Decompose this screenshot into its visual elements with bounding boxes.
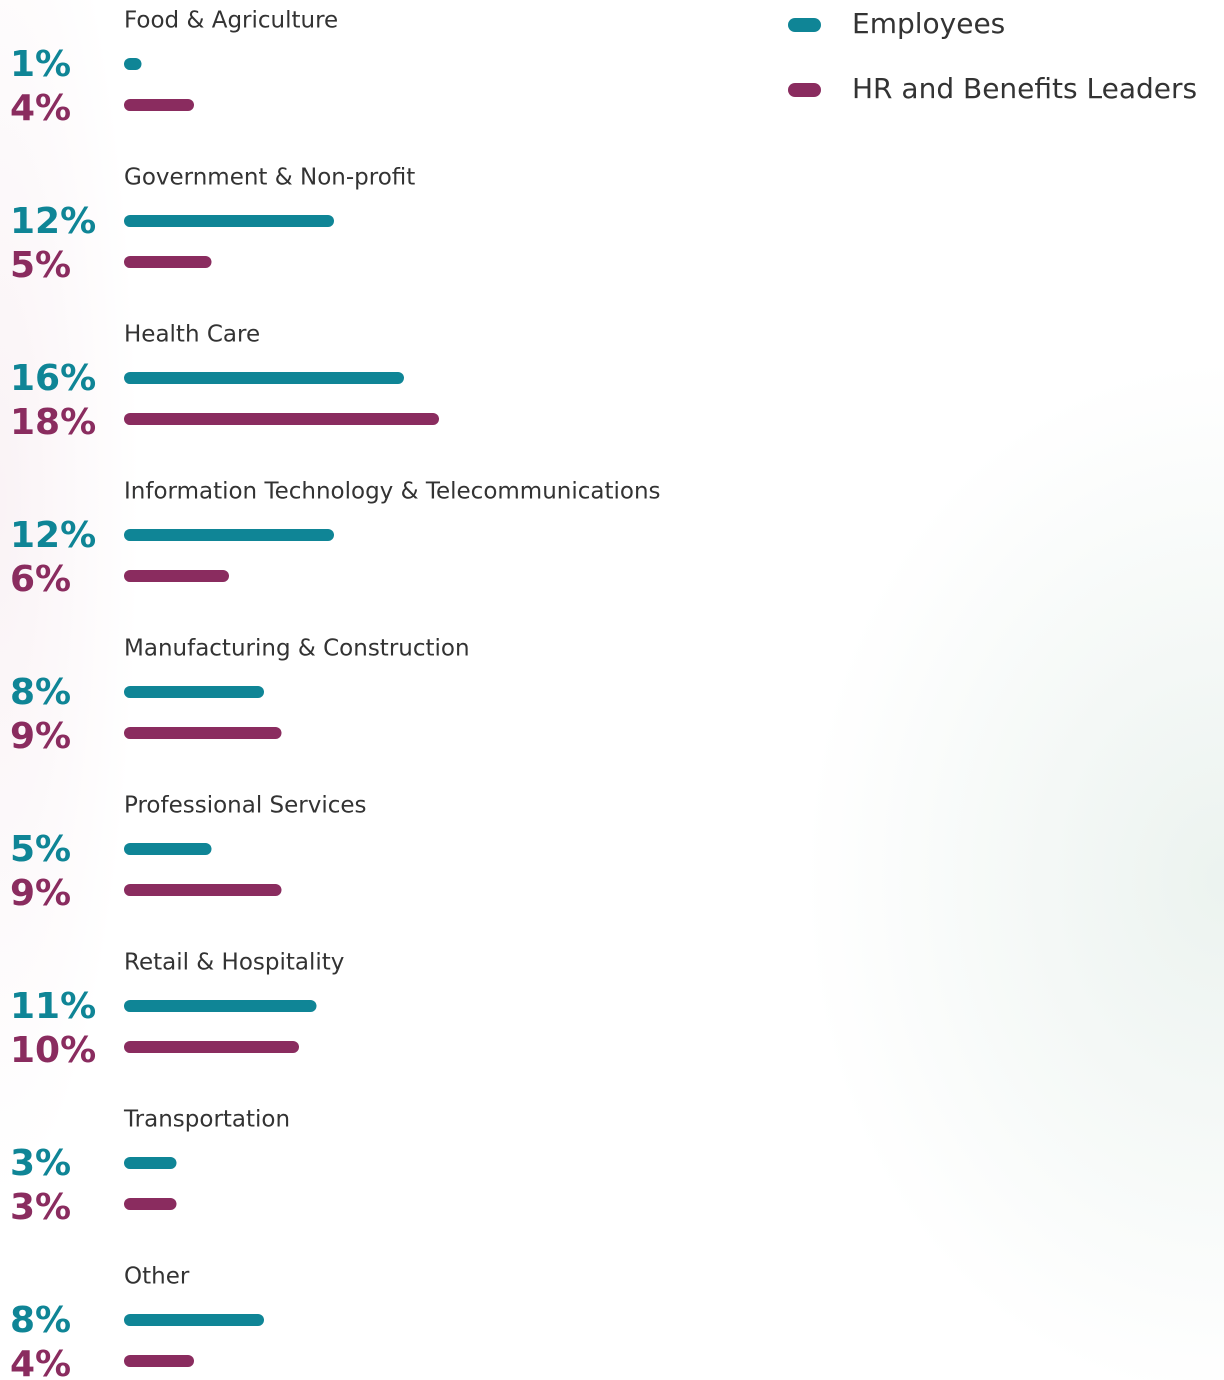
bar	[124, 1000, 317, 1012]
bar	[124, 843, 212, 855]
category-label: Information Technology & Telecommunicati…	[124, 479, 661, 505]
category-label: Other	[124, 1264, 190, 1290]
value-label: 9%	[10, 873, 71, 914]
bar	[124, 686, 264, 698]
bar	[124, 1041, 299, 1053]
bar	[124, 1198, 177, 1210]
bar	[124, 99, 194, 111]
legend-swatch	[788, 83, 821, 97]
value-label: 12%	[10, 201, 96, 242]
value-label: 1%	[10, 44, 71, 85]
category-label: Food & Agriculture	[124, 8, 338, 34]
bar	[124, 1355, 194, 1367]
value-label: 4%	[10, 88, 71, 129]
legend-label: Employees	[852, 7, 1005, 40]
value-label: 4%	[10, 1344, 71, 1380]
bar	[124, 529, 334, 541]
value-label: 8%	[10, 672, 71, 713]
value-label: 11%	[10, 986, 96, 1027]
value-label: 3%	[10, 1143, 71, 1184]
category-label: Government & Non-profit	[124, 165, 415, 191]
category-label: Retail & Hospitality	[124, 950, 344, 976]
value-label: 18%	[10, 402, 96, 443]
bar	[124, 413, 439, 425]
legend-label: HR and Benefits Leaders	[852, 72, 1197, 105]
legend-swatch	[788, 18, 821, 32]
value-label: 8%	[10, 1300, 71, 1341]
value-label: 10%	[10, 1030, 96, 1071]
bar	[124, 1157, 177, 1169]
value-label: 5%	[10, 245, 71, 286]
value-label: 9%	[10, 716, 71, 757]
bar	[124, 727, 282, 739]
category-label: Professional Services	[124, 793, 367, 819]
bar	[124, 58, 142, 70]
bar	[124, 256, 212, 268]
bar	[124, 884, 282, 896]
bar	[124, 1314, 264, 1326]
bar	[124, 570, 229, 582]
category-label: Manufacturing & Construction	[124, 636, 470, 662]
value-label: 12%	[10, 515, 96, 556]
value-label: 3%	[10, 1187, 71, 1228]
category-label: Transportation	[123, 1107, 290, 1133]
value-label: 5%	[10, 829, 71, 870]
value-label: 16%	[10, 358, 96, 399]
bar	[124, 215, 334, 227]
category-label: Health Care	[124, 322, 260, 348]
value-label: 6%	[10, 559, 71, 600]
bar	[124, 372, 404, 384]
